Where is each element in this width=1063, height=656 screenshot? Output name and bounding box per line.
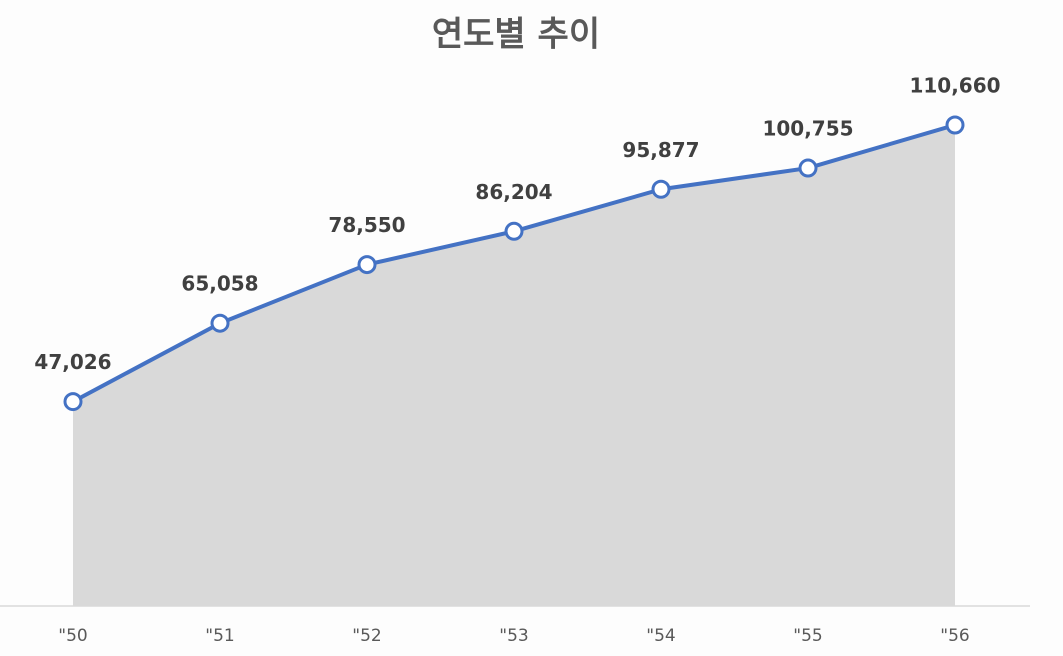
marker [357, 255, 377, 275]
data-label: 100,755 [762, 117, 853, 141]
marker [945, 115, 965, 135]
chart-title: 연도별 추이 [432, 15, 600, 55]
marker [210, 313, 230, 333]
x-tick-label: "53 [499, 626, 528, 646]
x-tick-label: "56 [940, 626, 969, 646]
data-label: 86,204 [475, 180, 552, 204]
data-label: 110,660 [909, 74, 1000, 98]
x-tick-label: "55 [793, 626, 822, 646]
marker [798, 158, 818, 178]
area-fill [73, 125, 955, 606]
x-tick-label: "52 [352, 626, 381, 646]
x-tick-label: "50 [58, 626, 87, 646]
data-label: 78,550 [328, 213, 405, 237]
marker [504, 221, 524, 241]
data-label: 95,877 [622, 138, 699, 162]
x-tick-label: "54 [646, 626, 675, 646]
x-tick-label: "51 [205, 626, 234, 646]
data-label: 65,058 [181, 272, 258, 296]
marker [63, 392, 83, 412]
marker [651, 179, 671, 199]
data-label: 47,026 [34, 350, 111, 374]
